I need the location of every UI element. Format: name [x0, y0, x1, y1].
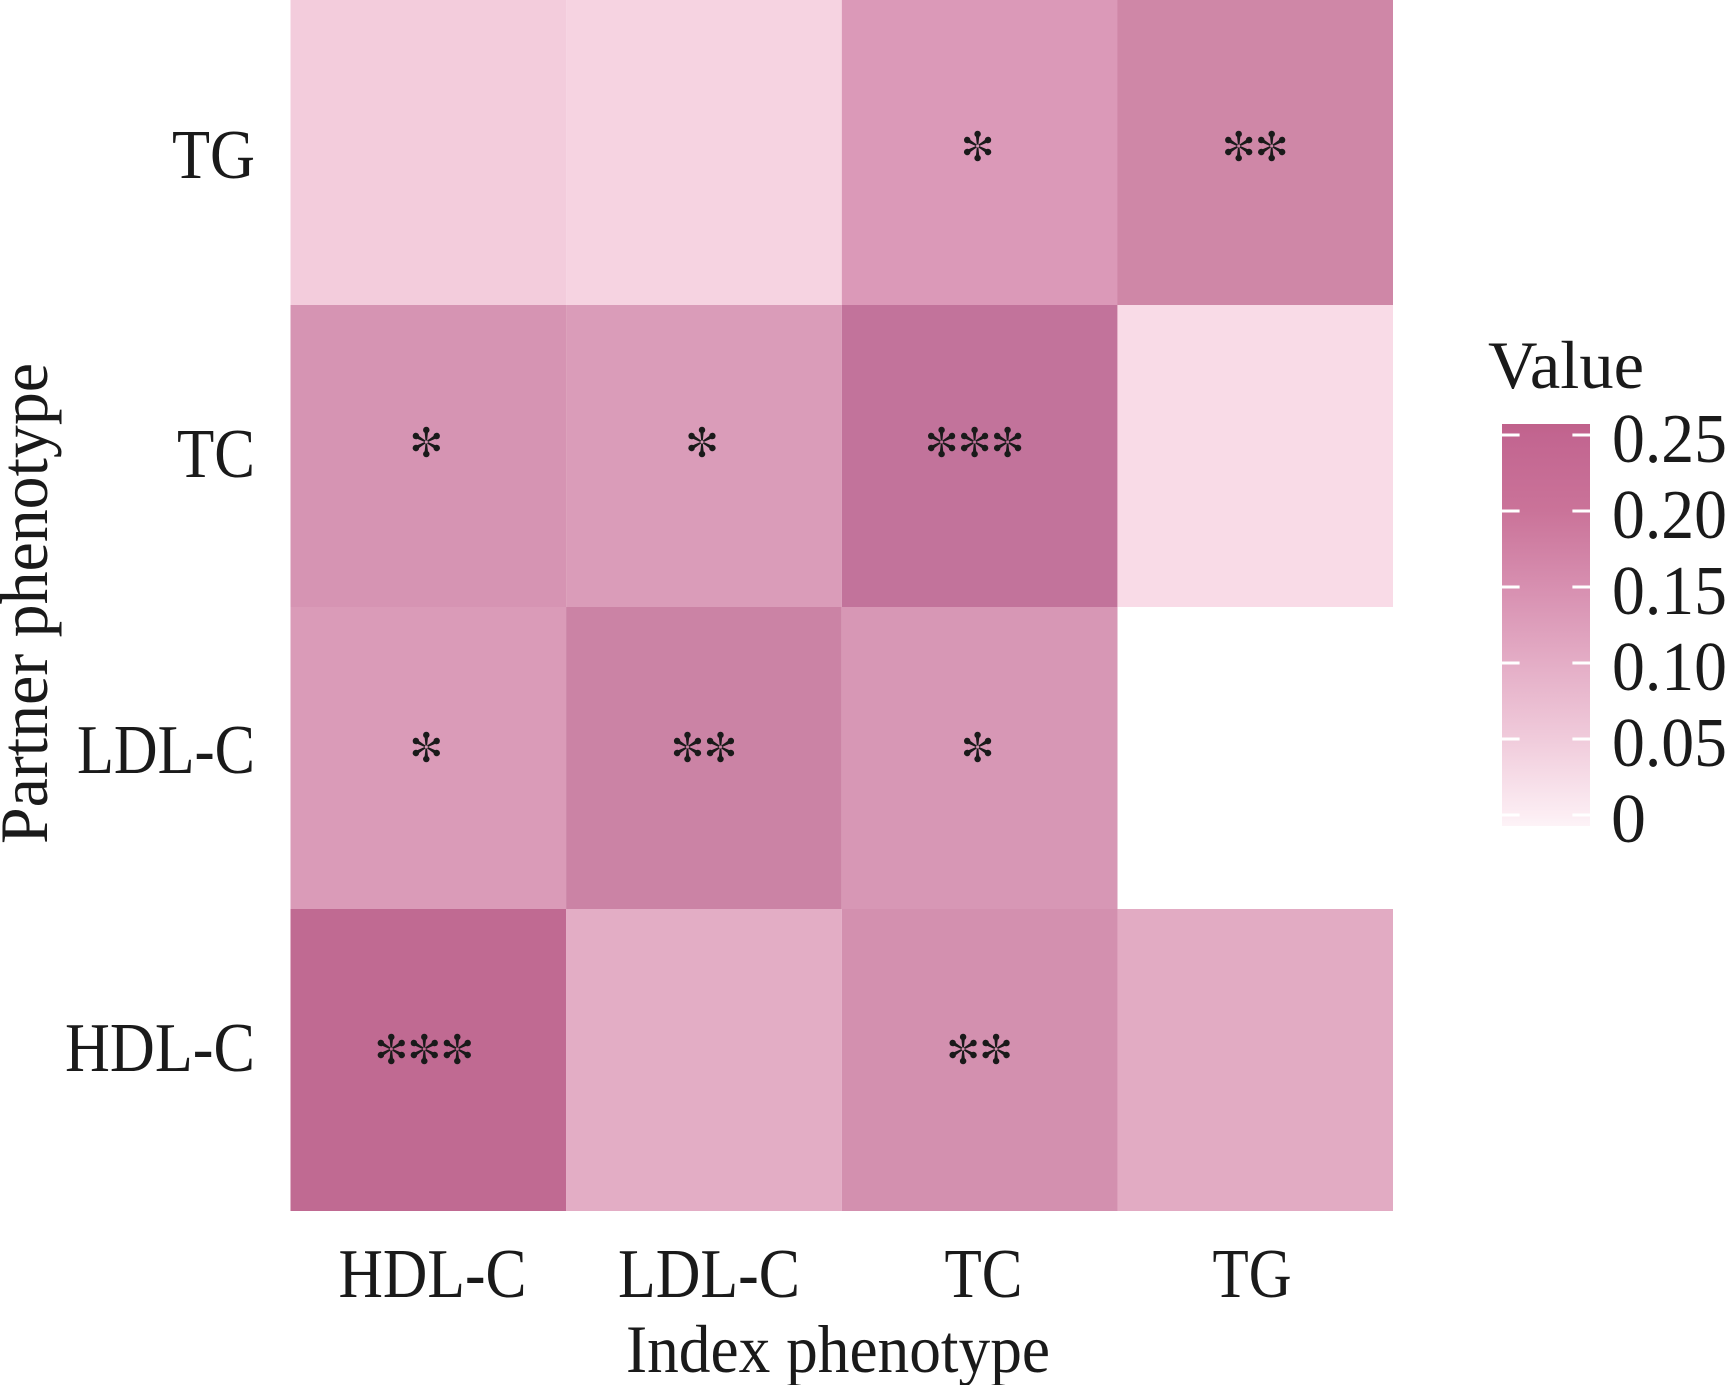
svg-text:0.05: 0.05	[1612, 705, 1725, 782]
svg-text:0.10: 0.10	[1612, 629, 1725, 706]
svg-text:HDL-C: HDL-C	[339, 1236, 527, 1313]
svg-text:0.20: 0.20	[1612, 477, 1725, 554]
svg-text:TG: TG	[172, 117, 255, 194]
svg-text:0.15: 0.15	[1612, 553, 1725, 630]
svg-text:Partner phenotype: Partner phenotype	[0, 363, 62, 844]
svg-text:LDL-C: LDL-C	[618, 1236, 800, 1313]
svg-text:TG: TG	[1213, 1236, 1292, 1313]
svg-text:TC: TC	[177, 416, 255, 493]
svg-text:0: 0	[1611, 781, 1646, 858]
svg-text:HDL-C: HDL-C	[65, 1010, 255, 1087]
svg-text:Index phenotype: Index phenotype	[626, 1311, 1050, 1385]
svg-text:0.25: 0.25	[1612, 401, 1725, 478]
svg-text:LDL-C: LDL-C	[77, 712, 255, 789]
svg-text:TC: TC	[945, 1236, 1023, 1313]
svg-text:Value: Value	[1488, 327, 1644, 403]
